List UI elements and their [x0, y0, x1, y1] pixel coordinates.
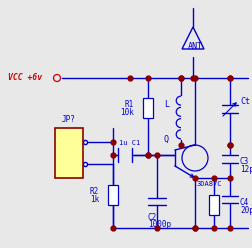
Text: 10k: 10k	[120, 108, 134, 117]
Text: Ct: Ct	[239, 96, 249, 105]
Text: C2: C2	[147, 213, 157, 222]
Text: R2: R2	[89, 187, 99, 196]
Text: 1u C1: 1u C1	[118, 140, 140, 146]
Text: C3: C3	[239, 157, 248, 166]
Bar	[55, 128, 83, 178]
Bar	[108, 185, 117, 205]
Text: Q: Q	[163, 135, 168, 144]
Text: JP?: JP?	[62, 115, 76, 124]
Text: R1: R1	[124, 100, 134, 109]
Text: 3DA87C: 3DA87C	[196, 181, 222, 187]
Text: 1k: 1k	[89, 195, 99, 204]
Text: VCC +6v: VCC +6v	[8, 73, 42, 83]
Bar	[142, 98, 152, 118]
Text: 20p: 20p	[239, 206, 252, 215]
Text: 1000p: 1000p	[147, 220, 170, 229]
Bar	[208, 195, 218, 215]
Text: 12p: 12p	[239, 165, 252, 174]
Text: ANT: ANT	[187, 42, 202, 51]
Text: R3: R3	[207, 199, 215, 204]
Text: L: L	[163, 100, 168, 109]
Text: C4: C4	[239, 198, 248, 207]
